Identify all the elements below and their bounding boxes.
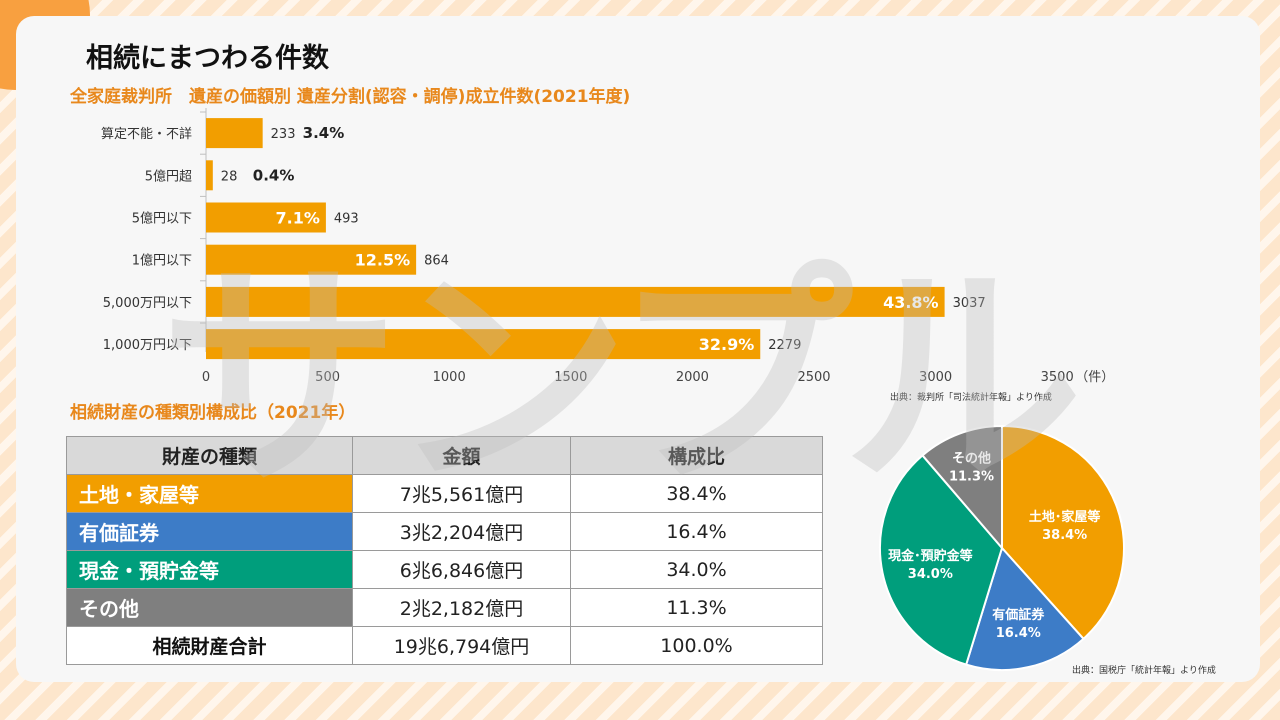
asset-amount-cell: 6兆6,846億円	[352, 550, 571, 589]
bar	[206, 160, 213, 191]
pie-chart: 土地･家屋等 38.4% 有価証券 16.4% 現金･預貯金等 34.0% その他 11.3%	[879, 424, 1125, 671]
bar-percent-label: 0.4%	[253, 166, 295, 184]
bar-category-label: 5,000万円以下	[103, 296, 192, 311]
pie-slice	[921, 424, 1003, 551]
asset-type-cell: 有価証券	[66, 512, 353, 551]
bar-chart-source: 出典：裁判所「司法統計年報」より作成	[890, 393, 1052, 403]
bar-percent-label: 12.5%	[355, 251, 411, 270]
table-subtitle: 相続財産の種類別構成比（2021年）	[70, 403, 356, 423]
total-amount-cell: 19兆6,794億円	[352, 626, 571, 665]
bar-value-label: 233	[271, 127, 296, 142]
bar	[206, 286, 945, 317]
bar-value-label: 3037	[953, 296, 986, 311]
asset-ratio-cell: 34.0%	[570, 550, 823, 589]
bar-x-tick-label: 1500	[554, 370, 587, 385]
pie-slice	[1001, 424, 1125, 641]
pie-slice-label: 現金･預貯金等	[888, 548, 973, 564]
pie-slice-percent: 11.3%	[949, 470, 994, 485]
table-row: 現金・預貯金等 6兆6,846億円 34.0%	[66, 550, 823, 589]
asset-ratio-cell: 11.3%	[570, 588, 823, 627]
table-total-row: 相続財産合計 19兆6,794億円 100.0%	[66, 626, 823, 665]
bar-percent-label: 7.1%	[276, 209, 320, 228]
header-ratio: 構成比	[570, 436, 823, 475]
pie-slice	[964, 546, 1085, 671]
pie-slice-percent: 16.4%	[996, 626, 1041, 641]
bar	[206, 202, 326, 233]
bar-x-tick-label: 1000	[433, 370, 466, 385]
bar	[206, 244, 417, 275]
bar-x-tick-label: 2000	[676, 370, 709, 385]
bar-x-tick-label: 500	[315, 370, 340, 385]
bar-category-label: 5億円超	[145, 168, 192, 184]
pie-slice-percent: 38.4%	[1042, 528, 1087, 543]
bar-chart: 算定不能・不詳 233 3.4% 5億円超 28 0.4% 5億円以下 7.1% 493 1億円以…	[101, 108, 1114, 385]
table-row: 有価証券 3兆2,204億円 16.4%	[66, 512, 823, 551]
bar-value-label: 2279	[768, 338, 801, 353]
bar-x-tick-label: 3500	[1041, 370, 1074, 385]
table-row: その他 2兆2,182億円 11.3%	[66, 588, 823, 627]
bar-category-label: 1億円以下	[132, 253, 192, 269]
total-ratio-cell: 100.0%	[570, 626, 823, 665]
header-amount: 金額	[352, 436, 571, 475]
bar-x-tick-label: 0	[202, 370, 210, 385]
page-title: 相続にまつわる件数	[86, 43, 329, 74]
asset-amount-cell: 7兆5,561億円	[352, 474, 571, 513]
bar-percent-label: 32.9%	[699, 335, 755, 354]
asset-ratio-cell: 38.4%	[570, 474, 823, 513]
header-type: 財産の種類	[66, 436, 353, 475]
pie-slice-label: 有価証券	[992, 607, 1045, 623]
bar-category-label: 1,000万円以下	[103, 338, 192, 353]
bar-category-label: 算定不能・不詳	[101, 126, 192, 142]
pie-slice-label: 土地･家屋等	[1029, 509, 1101, 525]
asset-ratio-cell: 16.4%	[570, 512, 823, 551]
asset-type-cell: その他	[66, 588, 353, 627]
pie-slice-label: その他	[952, 451, 991, 467]
total-name-cell: 相続財産合計	[66, 626, 353, 665]
bar-x-tick-label: 3000	[919, 370, 952, 385]
bar	[206, 329, 761, 360]
bar	[206, 118, 263, 149]
asset-table: 財産の種類 金額 構成比 土地・家屋等 7兆5,561億円 38.4% 有価証券 3兆2…	[66, 436, 823, 665]
bar-value-label: 864	[424, 254, 449, 269]
bar-value-label: 493	[334, 212, 359, 227]
bar-x-unit: （件）	[1075, 370, 1114, 385]
bar-percent-label: 43.8%	[883, 293, 939, 312]
pie-slice-percent: 34.0%	[908, 567, 953, 582]
bar-value-label: 28	[221, 169, 238, 184]
table-row: 土地・家屋等 7兆5,561億円 38.4%	[66, 474, 823, 513]
asset-type-cell: 現金・預貯金等	[66, 550, 353, 589]
bar-chart-subtitle: 全家庭裁判所 遺産の価額別 遺産分割(認容・調停)成立件数(2021年度)	[70, 87, 631, 107]
asset-type-cell: 土地・家屋等	[66, 474, 353, 513]
bar-x-tick-label: 2500	[797, 370, 830, 385]
pie-chart-source: 出典：国税庁「統計年報」より作成	[1072, 666, 1216, 676]
bar-category-label: 5億円以下	[132, 211, 192, 227]
asset-amount-cell: 2兆2,182億円	[352, 588, 571, 627]
pie-slice	[879, 454, 1004, 666]
asset-amount-cell: 3兆2,204億円	[352, 512, 571, 551]
bar-percent-label: 3.4%	[303, 124, 345, 142]
table-header-row: 財産の種類 金額 構成比	[66, 436, 823, 475]
